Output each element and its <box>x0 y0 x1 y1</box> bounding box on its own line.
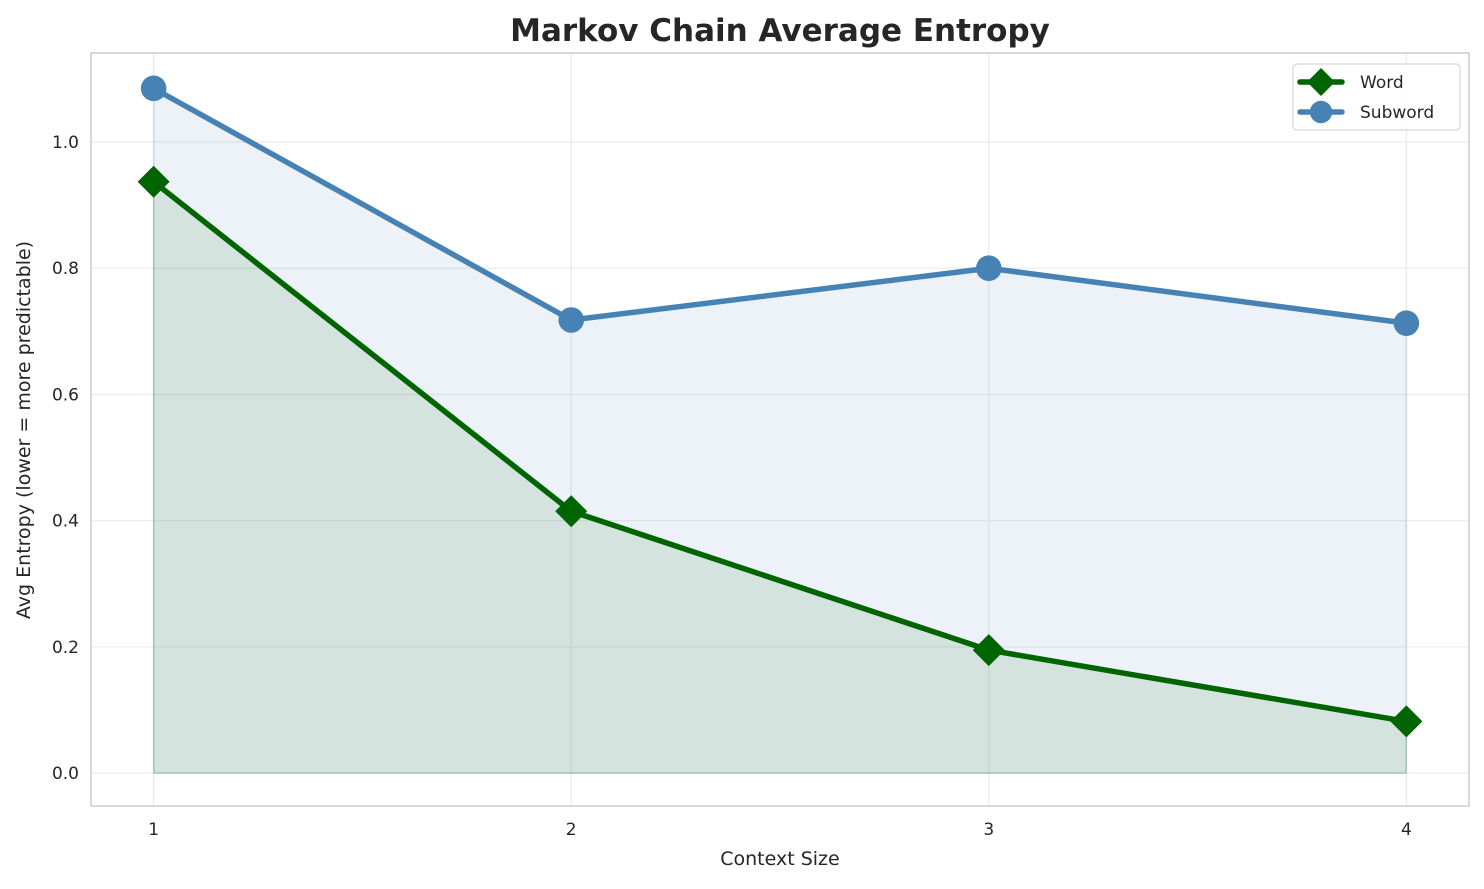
legend-marker-subword <box>1309 100 1333 124</box>
y-tick-label: 0.6 <box>52 385 79 405</box>
point-word <box>137 165 170 198</box>
point-word <box>555 495 588 528</box>
x-axis-label: Context Size <box>720 848 839 870</box>
y-tick-label: 0.4 <box>52 512 79 532</box>
y-tick-label: 0.2 <box>52 638 79 658</box>
point-subword <box>140 75 167 102</box>
legend-marker-word <box>1307 68 1335 96</box>
plot-frame <box>90 52 1470 807</box>
line-word <box>151 179 1407 725</box>
chart-title: Markov Chain Average Entropy <box>510 13 1050 49</box>
x-tick-label: 1 <box>148 820 159 840</box>
point-subword <box>975 255 1002 282</box>
x-tick-label: 4 <box>1401 820 1412 840</box>
legend-label-word: Word <box>1360 73 1404 93</box>
y-tick-label: 0.8 <box>52 259 79 279</box>
point-subword <box>1393 310 1420 336</box>
y-tick-label: 1.0 <box>52 133 79 153</box>
x-tick-label: 3 <box>983 820 994 840</box>
point-subword <box>558 307 585 333</box>
point-word <box>972 634 1005 667</box>
x-tick-label: 2 <box>566 820 577 840</box>
line-subword <box>152 85 1407 326</box>
point-word <box>1390 705 1423 738</box>
y-tick-label: 0.0 <box>52 764 79 784</box>
legend-label-subword: Subword <box>1360 103 1434 123</box>
y-axis-label: Avg Entropy (lower = more predictable) <box>13 241 35 619</box>
